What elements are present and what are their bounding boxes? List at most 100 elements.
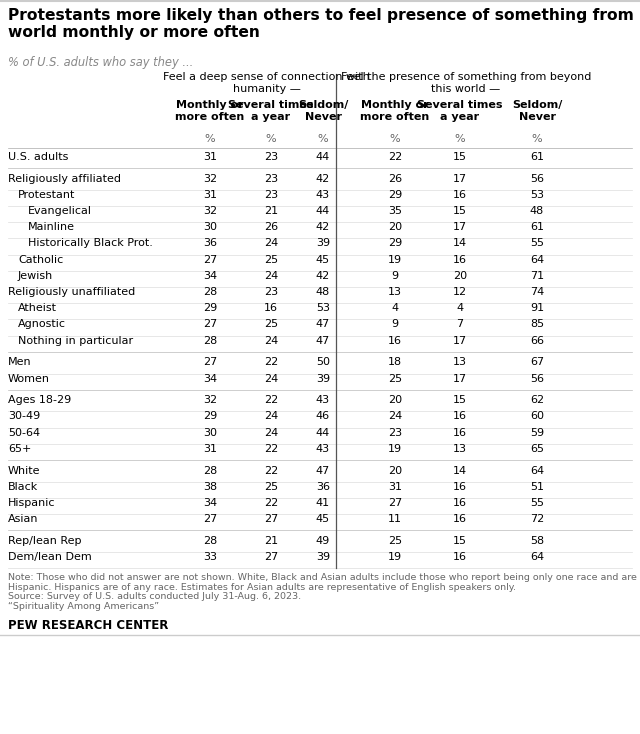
Text: 22: 22 xyxy=(264,444,278,454)
Text: Seldom/
Never: Seldom/ Never xyxy=(298,100,348,122)
Text: Catholic: Catholic xyxy=(18,255,63,265)
Text: 18: 18 xyxy=(388,357,402,368)
Text: 56: 56 xyxy=(530,174,544,184)
Text: 53: 53 xyxy=(316,303,330,313)
Text: Jewish: Jewish xyxy=(18,271,53,281)
Text: 31: 31 xyxy=(203,444,217,454)
Text: Protestant: Protestant xyxy=(18,190,76,200)
Text: 26: 26 xyxy=(264,222,278,232)
Text: PEW RESEARCH CENTER: PEW RESEARCH CENTER xyxy=(8,619,168,632)
Text: 23: 23 xyxy=(264,174,278,184)
Text: Monthly or
more often: Monthly or more often xyxy=(360,100,429,122)
Text: 41: 41 xyxy=(316,498,330,508)
Text: 4: 4 xyxy=(456,303,463,313)
Text: Asian: Asian xyxy=(8,515,38,524)
Text: 24: 24 xyxy=(264,271,278,281)
Text: %: % xyxy=(317,134,328,144)
Text: 66: 66 xyxy=(530,335,544,346)
Text: 42: 42 xyxy=(316,271,330,281)
Text: 17: 17 xyxy=(453,174,467,184)
Text: 23: 23 xyxy=(388,428,402,437)
Text: 16: 16 xyxy=(453,498,467,508)
Text: 33: 33 xyxy=(203,552,217,562)
Text: 11: 11 xyxy=(388,515,402,524)
Text: 74: 74 xyxy=(530,287,544,297)
Text: 24: 24 xyxy=(264,239,278,249)
Text: 19: 19 xyxy=(388,444,402,454)
Text: 16: 16 xyxy=(388,335,402,346)
Text: Monthly or
more often: Monthly or more often xyxy=(175,100,244,122)
Text: 50-64: 50-64 xyxy=(8,428,40,437)
Text: 22: 22 xyxy=(388,152,402,162)
Text: 39: 39 xyxy=(316,374,330,384)
Text: 20: 20 xyxy=(388,396,402,405)
Text: 16: 16 xyxy=(453,552,467,562)
Text: 22: 22 xyxy=(264,357,278,368)
Text: 56: 56 xyxy=(530,374,544,384)
Text: 71: 71 xyxy=(530,271,544,281)
Text: 27: 27 xyxy=(203,515,217,524)
Text: 14: 14 xyxy=(453,239,467,249)
Text: 25: 25 xyxy=(264,482,278,492)
Text: Religiously affiliated: Religiously affiliated xyxy=(8,174,121,184)
Text: 43: 43 xyxy=(316,396,330,405)
Text: Hispanic: Hispanic xyxy=(8,498,56,508)
Text: 27: 27 xyxy=(203,357,217,368)
Text: 67: 67 xyxy=(530,357,544,368)
Text: 64: 64 xyxy=(530,255,544,265)
Text: 24: 24 xyxy=(264,335,278,346)
Text: 43: 43 xyxy=(316,190,330,200)
Text: Note: Those who did not answer are not shown. White, Black and Asian adults incl: Note: Those who did not answer are not s… xyxy=(8,573,640,582)
Text: 17: 17 xyxy=(453,335,467,346)
Text: 7: 7 xyxy=(456,319,463,330)
Text: Agnostic: Agnostic xyxy=(18,319,66,330)
Text: 31: 31 xyxy=(388,482,402,492)
Text: Atheist: Atheist xyxy=(18,303,57,313)
Text: 55: 55 xyxy=(530,498,544,508)
Text: 45: 45 xyxy=(316,255,330,265)
Text: 24: 24 xyxy=(388,412,402,421)
Text: 17: 17 xyxy=(453,222,467,232)
Text: 47: 47 xyxy=(316,335,330,346)
Text: 24: 24 xyxy=(264,428,278,437)
Text: 16: 16 xyxy=(453,190,467,200)
Text: 25: 25 xyxy=(264,255,278,265)
Text: 16: 16 xyxy=(453,482,467,492)
Text: 46: 46 xyxy=(316,412,330,421)
Text: 47: 47 xyxy=(316,465,330,476)
Text: 29: 29 xyxy=(388,190,402,200)
Text: 64: 64 xyxy=(530,465,544,476)
Text: %: % xyxy=(390,134,400,144)
Text: Historically Black Prot.: Historically Black Prot. xyxy=(28,239,153,249)
Text: 39: 39 xyxy=(316,239,330,249)
Text: Black: Black xyxy=(8,482,38,492)
Text: 29: 29 xyxy=(388,239,402,249)
Text: 25: 25 xyxy=(264,319,278,330)
Text: 58: 58 xyxy=(530,536,544,546)
Text: %: % xyxy=(532,134,542,144)
Text: Women: Women xyxy=(8,374,50,384)
Text: 14: 14 xyxy=(453,465,467,476)
Text: 26: 26 xyxy=(388,174,402,184)
Text: 44: 44 xyxy=(316,206,330,216)
Text: 24: 24 xyxy=(264,374,278,384)
Text: Mainline: Mainline xyxy=(28,222,75,232)
Text: 27: 27 xyxy=(203,319,217,330)
Text: Rep/lean Rep: Rep/lean Rep xyxy=(8,536,81,546)
Text: Religiously unaffiliated: Religiously unaffiliated xyxy=(8,287,135,297)
Text: 35: 35 xyxy=(388,206,402,216)
Text: 27: 27 xyxy=(264,515,278,524)
Text: Feel a deep sense of connection with
humanity —: Feel a deep sense of connection with hum… xyxy=(163,72,370,94)
Text: 15: 15 xyxy=(453,536,467,546)
Text: 28: 28 xyxy=(203,287,217,297)
Text: 44: 44 xyxy=(316,428,330,437)
Text: 30: 30 xyxy=(203,428,217,437)
Text: 16: 16 xyxy=(264,303,278,313)
Text: 15: 15 xyxy=(453,152,467,162)
Text: 50: 50 xyxy=(316,357,330,368)
Text: 25: 25 xyxy=(388,536,402,546)
Text: 16: 16 xyxy=(453,515,467,524)
Text: 16: 16 xyxy=(453,412,467,421)
Text: 24: 24 xyxy=(264,412,278,421)
Text: 21: 21 xyxy=(264,536,278,546)
